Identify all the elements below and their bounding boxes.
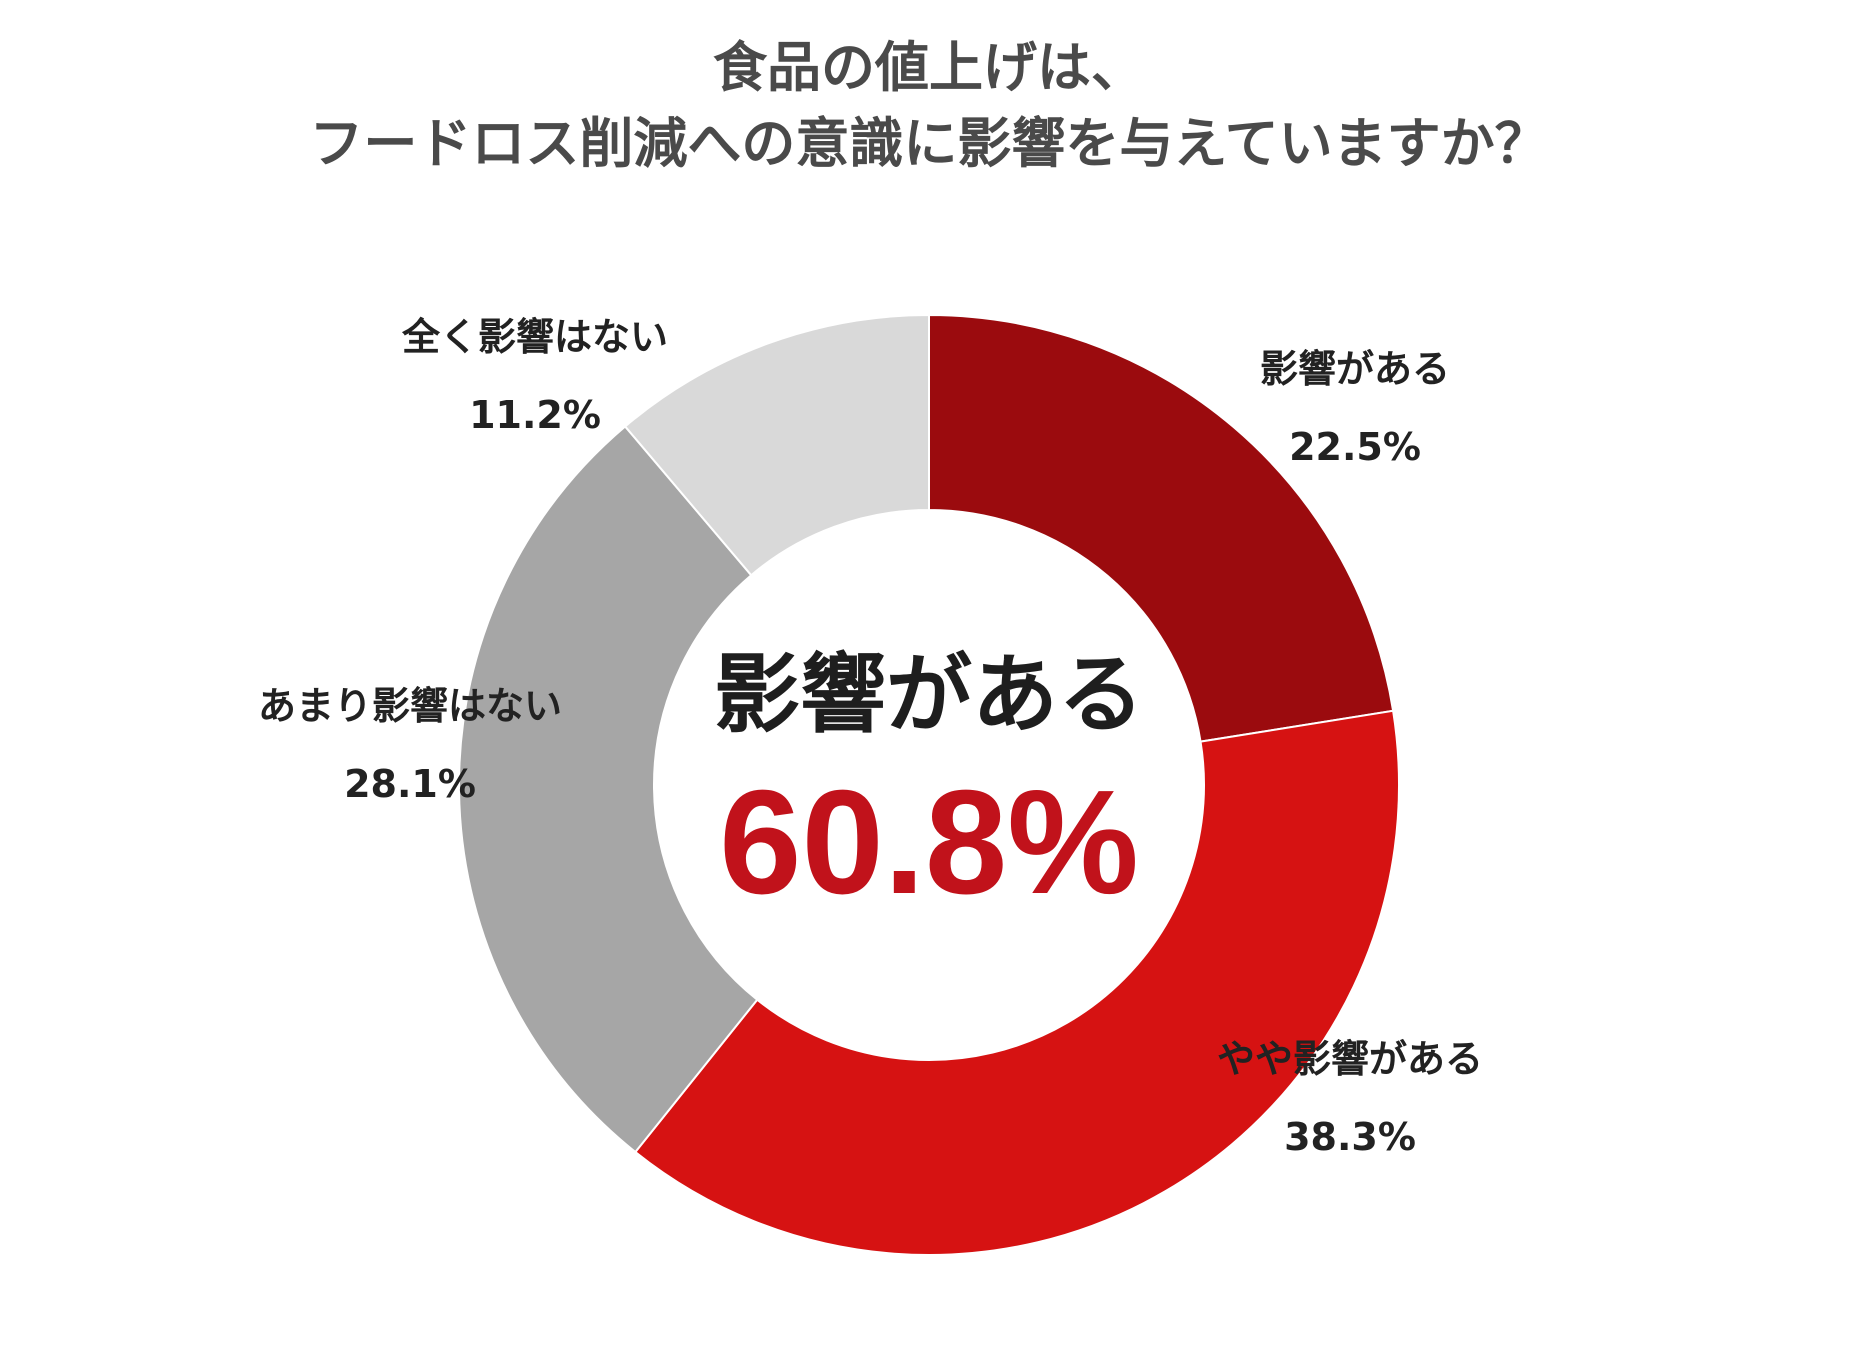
slice-label-3-value: 11.2% [469, 393, 601, 437]
slice-label-0-name: 影響がある [1259, 347, 1450, 391]
center-value: 60.8% [719, 760, 1139, 925]
slice-label-2-value: 28.1% [344, 762, 476, 806]
center-summary: 影響がある 60.8% [629, 640, 1229, 928]
donut-slice-1 [633, 709, 1400, 1256]
slice-label-0-value: 22.5% [1289, 425, 1421, 469]
donut-slice-3 [623, 313, 930, 577]
donut-slice-0 [928, 313, 1395, 743]
chart-title-line1: 食品の値上げは、 [713, 36, 1145, 99]
slice-label-0: 影響がある 22.5% [1230, 330, 1480, 486]
slice-label-3-name: 全く影響はない [401, 315, 668, 359]
donut-slice-2 [458, 425, 759, 1154]
slice-label-2: あまり影響はない 28.1% [230, 667, 590, 823]
center-caption: 影響がある [714, 645, 1144, 745]
slice-label-1-name: やや影響がある [1216, 1037, 1483, 1081]
chart-title-line2: フードロス削減への意識に影響を与えていますか？ [309, 112, 1549, 175]
slice-label-1-value: 38.3% [1284, 1115, 1416, 1159]
chart-title: 食品の値上げは、 フードロス削減への意識に影響を与えていますか？ [0, 30, 1858, 182]
slice-label-2-name: あまり影響はない [257, 684, 562, 728]
slice-label-3: 全く影響はない 11.2% [365, 298, 705, 454]
slice-label-1: やや影響がある 38.3% [1170, 1020, 1530, 1176]
